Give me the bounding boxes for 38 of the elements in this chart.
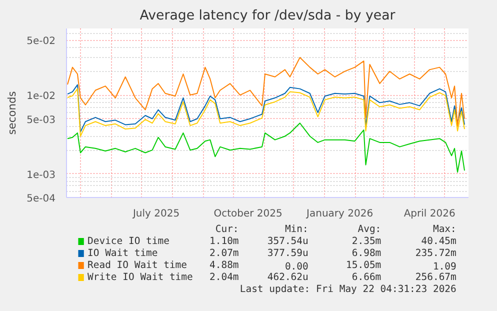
text: 357.54u <box>267 236 308 247</box>
text: 2.07m <box>210 248 239 259</box>
text: 256.67m <box>415 272 457 283</box>
text: 377.59u <box>267 248 308 259</box>
y-tick-label: 5e-03 <box>26 114 56 126</box>
text: Avg: <box>358 224 382 235</box>
text: 1.10m <box>210 236 239 247</box>
text: Max: <box>432 224 456 235</box>
text: 15.05m <box>346 260 382 271</box>
text: 6.66m <box>352 272 382 283</box>
x-tick-label: January 2026 <box>306 208 374 220</box>
text: 2.35m <box>352 236 382 247</box>
legend-label: IO Wait time <box>88 248 158 259</box>
text: 0.00 <box>284 262 308 272</box>
text: 6.98m <box>352 248 382 259</box>
y-axis-title: seconds <box>6 90 19 135</box>
chart-title: Average latency for /dev/sda - by year <box>140 8 396 24</box>
y-tick-label: 5e-04 <box>26 194 56 204</box>
text: 462.62u <box>267 272 308 283</box>
legend-label: Write IO Wait time <box>88 272 193 283</box>
legend-label: Device IO time <box>88 236 170 247</box>
line-series <box>67 122 466 173</box>
text: 1.09 <box>432 262 457 272</box>
text: Min: <box>284 224 308 235</box>
x-tick-label: July 2025 <box>132 208 180 220</box>
y-tick-label: 1e-02 <box>26 91 56 102</box>
text: 4.88m <box>210 260 239 271</box>
text: 2.04m <box>210 272 239 283</box>
text: Last update: Fri May 22 04:31:23 2026 <box>240 284 457 295</box>
line-series <box>67 56 466 127</box>
legend-label: Read IO Wait time <box>88 260 188 271</box>
x-tick-label: April 2026 <box>404 208 456 220</box>
text: Cur: <box>215 224 239 235</box>
text: 40.45m <box>421 236 457 247</box>
text: 235.72m <box>415 248 457 259</box>
x-tick-label: October 2025 <box>214 208 282 220</box>
y-tick-label: 5e-02 <box>26 36 56 48</box>
y-tick-label: 1e-03 <box>26 170 56 181</box>
